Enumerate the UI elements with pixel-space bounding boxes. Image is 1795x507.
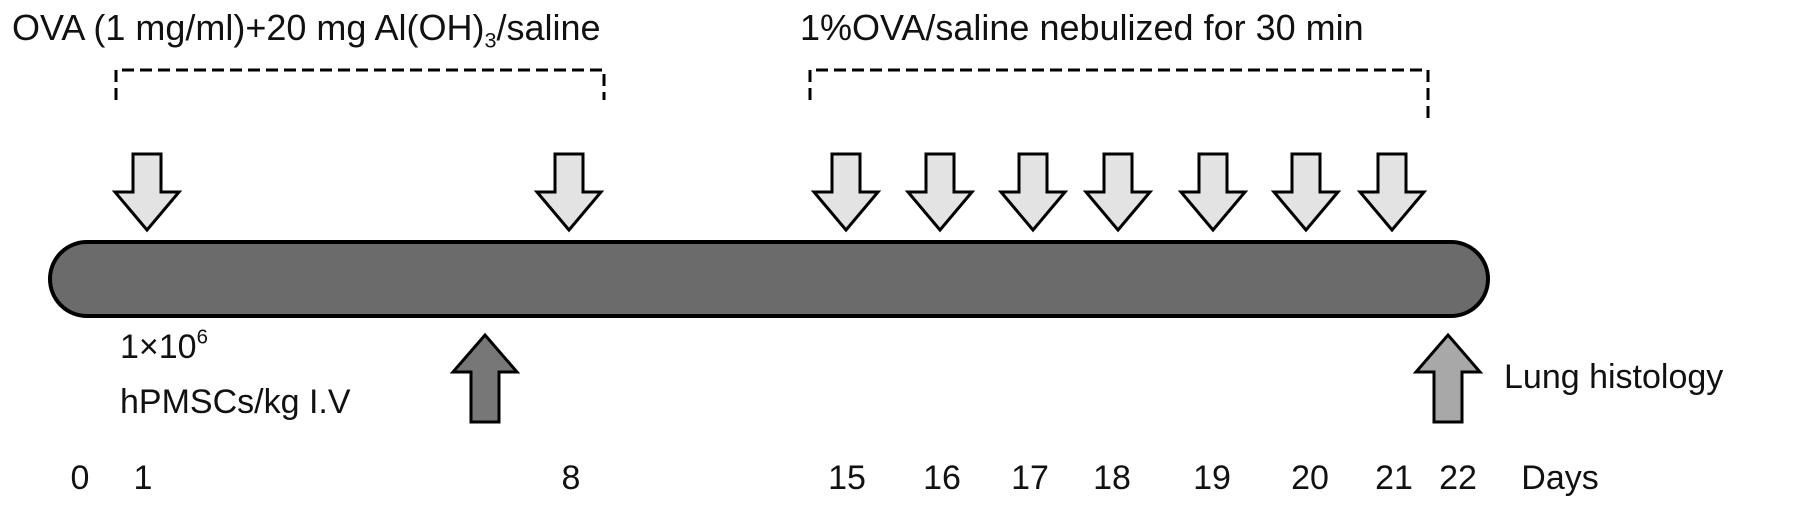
treatment-up-arrow: [449, 332, 521, 424]
down-arrow-day-16: [904, 152, 976, 233]
day-label-15: 15: [828, 459, 866, 497]
day-label-0: 0: [70, 459, 90, 497]
down-arrow-day-18: [1082, 152, 1154, 233]
down-arrow-day-1: [111, 152, 183, 233]
sensitization-bracket: [114, 68, 606, 100]
down-arrow-day-8: [533, 152, 605, 233]
down-arrow-day-21: [1356, 152, 1428, 233]
day-label-22: 22: [1439, 459, 1477, 497]
day-label-17: 17: [1011, 459, 1049, 497]
day-label-19: 19: [1193, 459, 1231, 497]
timeline-bar: [48, 240, 1490, 318]
days-unit-label: Days: [1521, 459, 1599, 497]
treatment-dose-label: 1×106: [120, 326, 208, 366]
day-label-18: 18: [1093, 459, 1131, 497]
endpoint-up-arrow: [1412, 332, 1484, 424]
day-label-20: 20: [1291, 459, 1329, 497]
challenge-arrows: [111, 152, 1428, 233]
treatment-route-label: hPMSCs/kg I.V: [120, 383, 351, 421]
down-arrow-day-17: [997, 152, 1069, 233]
down-arrow-day-20: [1270, 152, 1342, 233]
day-label-21: 21: [1375, 459, 1413, 497]
day-label-16: 16: [923, 459, 961, 497]
endpoint-label: Lung histology: [1504, 358, 1724, 396]
dose-exponent: 6: [196, 326, 208, 349]
challenge-label: 1%OVA/saline nebulized for 30 min: [800, 7, 1364, 48]
dose-base: 1×10: [120, 328, 197, 366]
day-label-1: 1: [133, 459, 153, 497]
down-arrow-day-15: [810, 152, 882, 233]
sensitization-label: OVA (1 mg/ml)+20 mg Al(OH)3/saline: [12, 7, 601, 51]
sensitization-text: OVA (1 mg/ml)+20 mg Al(OH): [12, 7, 485, 48]
down-arrow-day-19: [1177, 152, 1249, 233]
challenge-bracket: [808, 68, 1430, 118]
sensitization-suffix: /saline: [496, 7, 601, 48]
sensitization-subscript: 3: [484, 27, 497, 53]
day-label-8: 8: [561, 459, 581, 497]
